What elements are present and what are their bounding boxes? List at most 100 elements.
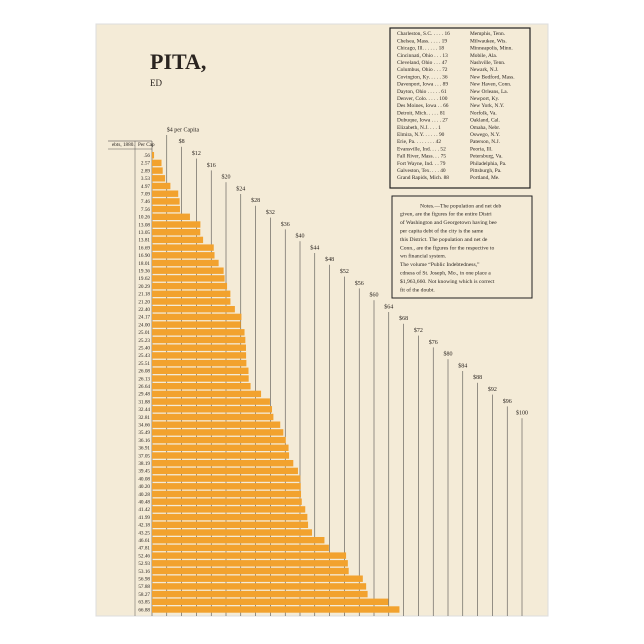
column-header: ebts, 1880. xyxy=(112,142,135,148)
value-label: 56.98 xyxy=(138,577,150,583)
bar xyxy=(152,190,179,197)
bar xyxy=(152,475,301,482)
bar xyxy=(152,498,302,505)
bar xyxy=(152,306,235,313)
bar xyxy=(152,421,281,428)
value-label: 13.81 xyxy=(138,238,150,244)
value-label: 40.20 xyxy=(138,484,150,490)
index-entry: New York, N.Y. xyxy=(470,103,504,109)
value-label: 32.44 xyxy=(138,407,150,413)
bar xyxy=(152,406,273,413)
bar xyxy=(152,329,245,336)
index-entry: New Orleans, La. xyxy=(470,89,508,95)
value-label: 25.01 xyxy=(138,330,150,336)
index-entry: Memphis, Tenn. xyxy=(470,31,505,37)
index-entry: New Bedford, Mass. xyxy=(470,73,515,80)
bar xyxy=(152,298,231,305)
bar xyxy=(152,375,249,382)
value-label: 40.28 xyxy=(138,492,150,498)
bar xyxy=(152,321,241,328)
value-label: 16.69 xyxy=(138,245,150,251)
index-box xyxy=(389,27,531,189)
value-label: 46.61 xyxy=(138,538,150,544)
value-label: 39.45 xyxy=(138,469,150,475)
x-tick-label: $56 xyxy=(355,280,364,287)
value-label: 13.05 xyxy=(138,230,150,236)
bar xyxy=(152,159,162,167)
bar xyxy=(152,167,163,174)
bar xyxy=(152,606,400,613)
title: PITA, xyxy=(150,49,206,74)
bar xyxy=(152,452,290,459)
value-label: 41.99 xyxy=(138,515,150,521)
bar xyxy=(152,267,224,274)
subtitle: ED xyxy=(150,78,162,88)
bar xyxy=(152,598,389,605)
bar xyxy=(152,575,363,582)
bar xyxy=(152,282,228,290)
bar xyxy=(152,259,219,267)
bar xyxy=(152,367,249,374)
x-tick-label: $100 xyxy=(516,410,528,417)
index-entry: Newark, N.J. xyxy=(470,67,498,73)
value-label: 24.17 xyxy=(138,315,150,321)
index-entry: Newport, Ky. xyxy=(470,96,499,102)
index-entry: Columbus, Ohio . . . 72 xyxy=(397,67,448,73)
index-entry: Philadelphia, Pa. xyxy=(470,161,506,167)
x-tick-label: $8 xyxy=(179,138,185,145)
note-line: given, are the figures for the entire Di… xyxy=(400,211,492,218)
x-tick-label: $40 xyxy=(296,233,305,240)
x-tick-label: $84 xyxy=(458,362,467,369)
index-entry: Mobile, Ala. xyxy=(470,53,497,59)
x-tick-label: $92 xyxy=(488,386,497,393)
value-label: 52.46 xyxy=(138,553,150,559)
value-label: 58.27 xyxy=(138,592,150,598)
value-label: 4.97 xyxy=(141,184,150,190)
bar xyxy=(152,429,284,436)
note-line: $1,963,660. Not knowing which is correct xyxy=(400,278,495,285)
x-tick-label: $52 xyxy=(340,268,349,275)
bar xyxy=(152,506,306,513)
bar xyxy=(152,436,286,444)
bar xyxy=(152,537,325,544)
x-tick-label: $32 xyxy=(266,209,275,216)
bar xyxy=(152,590,368,598)
bar xyxy=(152,344,246,351)
notes-box xyxy=(391,195,533,299)
index-entry: Pittsburgh, Pa. xyxy=(470,168,502,174)
note-line: Notes.—The population and net deb xyxy=(420,203,501,209)
x-tick-label: $12 xyxy=(192,150,201,157)
value-label: 36.16 xyxy=(138,438,150,444)
value-label: 21.18 xyxy=(138,292,150,298)
bar xyxy=(152,444,289,451)
bar xyxy=(152,213,190,220)
bar xyxy=(152,560,348,567)
bar xyxy=(152,567,349,575)
bar xyxy=(152,175,166,182)
x-tick-label: $64 xyxy=(384,303,393,310)
index-entry: Covington, Ky. . . . . 36 xyxy=(397,74,448,80)
value-label: 25.40 xyxy=(138,346,150,352)
value-label: 18.01 xyxy=(138,261,150,267)
note-line: fit of the doubt. xyxy=(400,286,435,293)
bar xyxy=(152,413,274,421)
bar xyxy=(152,359,247,367)
index-entry: Elmira, N.Y. . . . . . 90 xyxy=(397,132,445,138)
bar xyxy=(152,152,155,159)
value-label: 25.51 xyxy=(138,361,150,367)
value-label: 47.81 xyxy=(138,546,150,552)
bar xyxy=(152,236,204,244)
value-label: 57.88 xyxy=(138,584,150,590)
index-entry: Petersburg, Va. xyxy=(470,154,503,160)
value-label: 36.91 xyxy=(138,446,150,452)
value-label: 43.25 xyxy=(138,530,150,536)
bar xyxy=(152,290,231,297)
index-entry: Oswego, N.Y. xyxy=(470,132,500,138)
index-entry: Davenport, Iowa . . . 89 xyxy=(397,82,448,88)
bar xyxy=(152,275,225,282)
x-tick-label: $88 xyxy=(473,374,482,381)
value-label: 35.49 xyxy=(138,430,150,436)
value-label: 7.09 xyxy=(141,192,150,198)
bar xyxy=(152,583,367,590)
